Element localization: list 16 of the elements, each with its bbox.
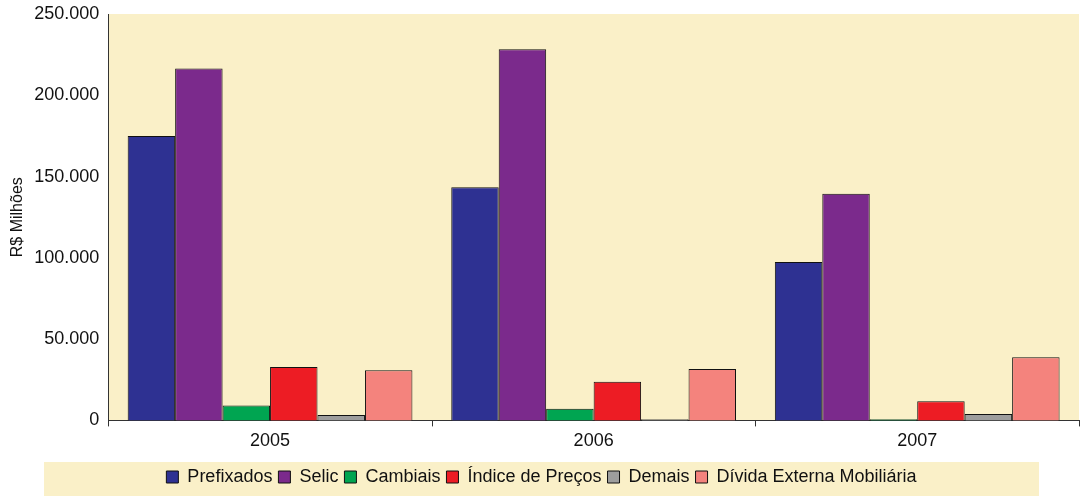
y-axis-title: R$ Milhões <box>8 177 26 258</box>
y-tick-label: 200.000 <box>34 84 100 105</box>
x-tick-label: 2006 <box>573 430 614 451</box>
legend-label: Demais <box>628 465 690 486</box>
legend-label: Cambiais <box>365 465 441 486</box>
x-tick-label: 2007 <box>897 430 938 451</box>
legend-label: Dívida Externa Mobiliária <box>716 465 918 486</box>
y-tick-label: 50.000 <box>44 328 100 349</box>
x-tick-label: 2005 <box>250 430 291 451</box>
y-tick-label: 250.000 <box>34 2 100 23</box>
legend-label: Prefixados <box>187 465 273 486</box>
legend-label: Selic <box>299 465 339 486</box>
y-tick-label: 0 <box>89 409 100 430</box>
legend-label: Índice de Preços <box>467 465 602 486</box>
y-tick-label: 150.000 <box>34 165 100 186</box>
y-tick-label: 100.000 <box>34 246 100 267</box>
